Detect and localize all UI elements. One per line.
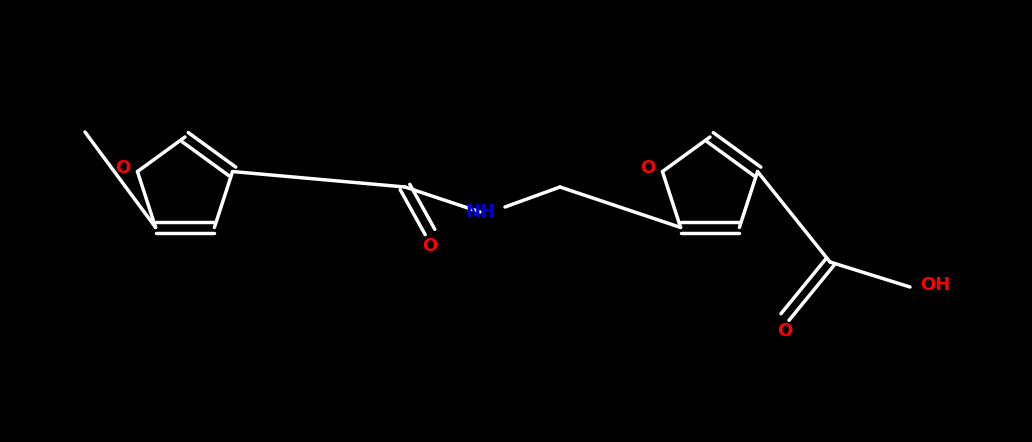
Text: OH: OH <box>920 276 950 294</box>
Text: O: O <box>422 237 438 255</box>
Text: O: O <box>115 159 130 176</box>
Text: O: O <box>640 159 655 176</box>
Text: O: O <box>777 322 793 340</box>
Text: NH: NH <box>465 203 495 221</box>
